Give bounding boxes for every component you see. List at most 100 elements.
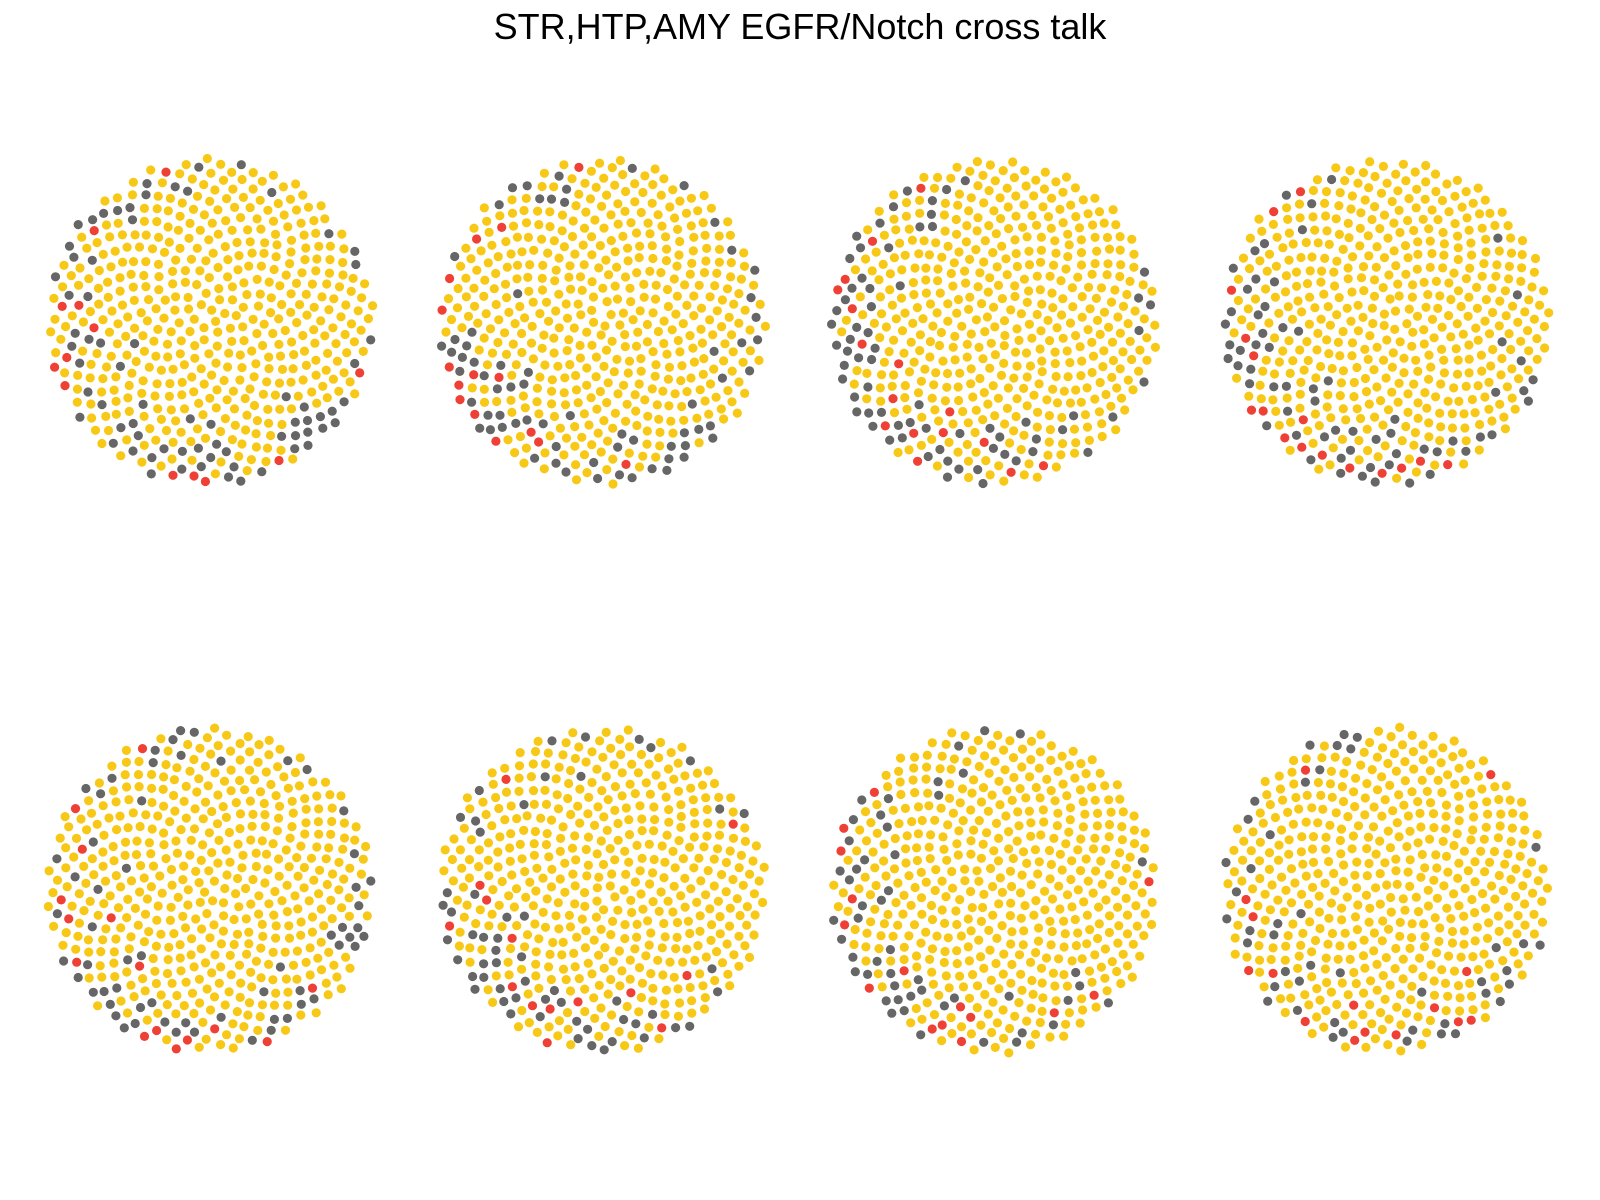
yellow-node: [603, 795, 613, 805]
yellow-node: [571, 201, 581, 211]
red-node: [1466, 1015, 1476, 1025]
gray-node: [1432, 447, 1442, 457]
yellow-node: [657, 841, 667, 851]
yellow-node: [1425, 834, 1435, 844]
yellow-node: [1139, 843, 1150, 854]
yellow-node: [1029, 910, 1039, 920]
yellow-node: [1322, 977, 1332, 988]
yellow-node: [521, 443, 532, 453]
yellow-node: [183, 900, 193, 910]
gray-node: [687, 399, 697, 409]
gray-node: [848, 815, 859, 825]
yellow-node: [966, 364, 976, 374]
yellow-node: [1498, 956, 1508, 966]
yellow-node: [1441, 851, 1452, 862]
yellow-node: [979, 963, 989, 974]
yellow-node: [642, 337, 653, 347]
yellow-node: [528, 786, 539, 796]
yellow-node: [1520, 899, 1530, 909]
gray-node: [1425, 469, 1435, 479]
yellow-node: [952, 229, 962, 239]
yellow-node: [1429, 875, 1439, 885]
yellow-node: [1073, 885, 1083, 895]
yellow-node: [493, 337, 503, 348]
yellow-node: [625, 779, 635, 789]
yellow-node: [523, 989, 533, 999]
yellow-node: [571, 460, 581, 470]
gray-node: [1535, 940, 1545, 950]
yellow-node: [1338, 876, 1349, 887]
yellow-node: [640, 395, 650, 405]
gray-node: [138, 399, 148, 409]
yellow-node: [879, 856, 889, 866]
yellow-node: [690, 819, 700, 829]
yellow-node: [1037, 356, 1047, 366]
yellow-node: [71, 944, 81, 954]
yellow-node: [72, 384, 83, 394]
yellow-node: [749, 889, 760, 899]
yellow-node: [1383, 1040, 1393, 1050]
yellow-node: [1465, 978, 1475, 989]
gray-node: [496, 360, 506, 370]
yellow-node: [1014, 950, 1025, 960]
yellow-node: [183, 292, 193, 303]
yellow-node: [675, 196, 685, 206]
gray-node: [1243, 814, 1253, 824]
yellow-node: [673, 224, 683, 234]
yellow-node: [250, 775, 260, 785]
yellow-node: [1394, 291, 1404, 301]
gray-node: [832, 340, 842, 350]
yellow-node: [1464, 340, 1474, 350]
yellow-node: [652, 400, 662, 410]
yellow-node: [1429, 976, 1439, 986]
gray-node: [572, 1016, 582, 1026]
yellow-node: [932, 931, 942, 941]
yellow-node: [514, 761, 525, 771]
yellow-node: [1076, 397, 1086, 407]
yellow-node: [533, 736, 543, 747]
yellow-node: [514, 786, 524, 797]
red-node: [1360, 1027, 1370, 1037]
yellow-node: [999, 1033, 1009, 1043]
red-node: [955, 1002, 966, 1012]
yellow-node: [571, 475, 582, 485]
yellow-node: [1020, 166, 1030, 176]
yellow-node: [672, 932, 682, 943]
yellow-node: [1112, 966, 1122, 977]
red-node: [1415, 456, 1426, 466]
yellow-node: [1340, 928, 1350, 938]
red-node: [475, 880, 485, 890]
yellow-node: [223, 272, 233, 282]
yellow-node: [483, 855, 493, 865]
yellow-node: [1264, 848, 1275, 858]
yellow-node: [662, 830, 672, 840]
yellow-node: [1033, 407, 1043, 417]
yellow-node: [542, 894, 552, 904]
yellow-node: [1274, 308, 1284, 318]
yellow-node: [1122, 910, 1133, 920]
yellow-node: [1439, 881, 1449, 891]
yellow-node: [948, 419, 958, 429]
yellow-node: [1031, 782, 1041, 793]
yellow-node: [609, 367, 619, 377]
yellow-node: [1032, 472, 1042, 482]
yellow-node: [1403, 811, 1413, 821]
yellow-node: [896, 753, 906, 763]
yellow-node: [1085, 925, 1095, 935]
yellow-node: [1248, 827, 1258, 837]
yellow-node: [529, 850, 540, 860]
yellow-node: [610, 180, 620, 190]
gray-node: [281, 392, 291, 402]
yellow-node: [577, 914, 587, 924]
yellow-node: [1329, 868, 1339, 879]
yellow-node: [84, 796, 94, 806]
yellow-node: [112, 193, 122, 203]
yellow-node: [1404, 454, 1414, 464]
yellow-node: [660, 999, 670, 1009]
yellow-node: [502, 293, 512, 303]
yellow-node: [1468, 198, 1478, 208]
yellow-node: [1516, 336, 1526, 346]
yellow-node: [1045, 425, 1055, 435]
yellow-node: [706, 203, 717, 213]
yellow-node: [1418, 971, 1428, 982]
